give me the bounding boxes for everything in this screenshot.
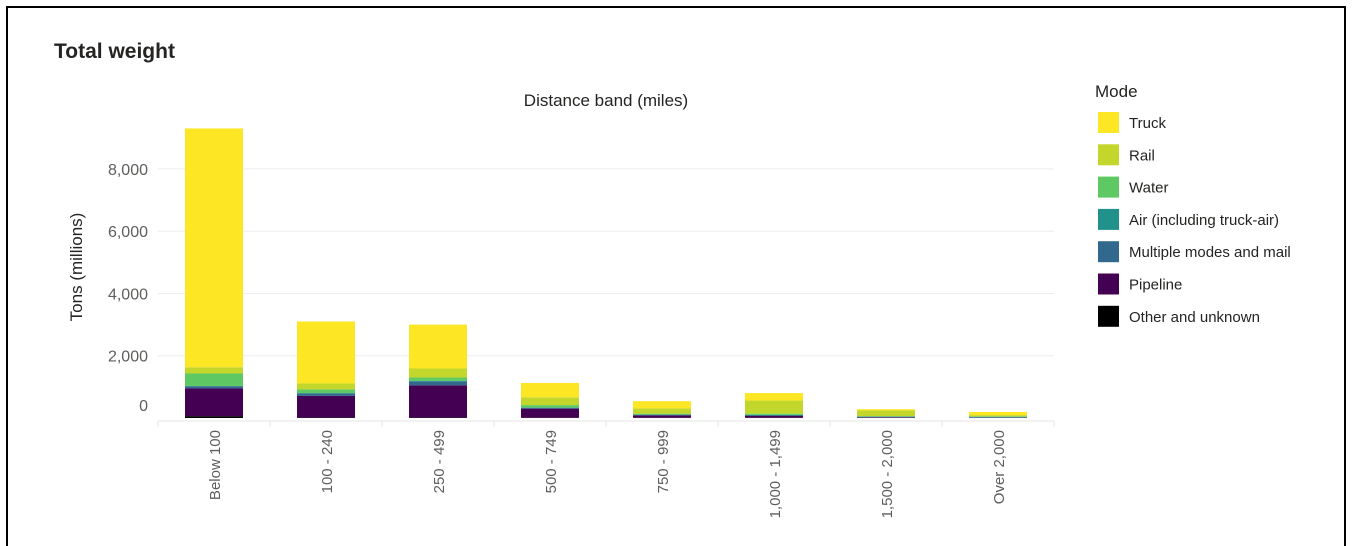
y-tick-label: 4,000 bbox=[108, 286, 148, 303]
bar-segment[interactable] bbox=[633, 415, 691, 417]
legend: Mode Truck Rail Water Air (including truck-… bbox=[1095, 82, 1291, 327]
bar-segment[interactable] bbox=[969, 415, 1027, 416]
bar-segment[interactable] bbox=[633, 415, 691, 416]
legend-swatch[interactable] bbox=[1098, 241, 1119, 262]
bar-segment[interactable] bbox=[745, 415, 803, 416]
bar-segment[interactable] bbox=[185, 416, 243, 418]
legend-title: Mode bbox=[1095, 82, 1138, 101]
bar-segment[interactable] bbox=[297, 417, 355, 418]
legend-label[interactable]: Rail bbox=[1129, 147, 1155, 164]
bar-segment[interactable] bbox=[297, 396, 355, 417]
y-tick-label: 2,000 bbox=[108, 349, 148, 366]
bar-segment[interactable] bbox=[185, 373, 243, 385]
legend-label[interactable]: Pipeline bbox=[1129, 277, 1182, 294]
x-tick-label: 100 - 240 bbox=[319, 430, 336, 493]
legend-swatch[interactable] bbox=[1098, 209, 1119, 230]
bar-segment[interactable] bbox=[857, 416, 915, 417]
legend-label[interactable]: Other and unknown bbox=[1129, 309, 1260, 326]
x-tick-label: Over 2,000 bbox=[991, 430, 1008, 504]
bar-segment[interactable] bbox=[409, 417, 467, 418]
bar-segment[interactable] bbox=[409, 325, 467, 369]
x-tick-label: Below 100 bbox=[207, 430, 224, 500]
legend-swatch[interactable] bbox=[1098, 306, 1119, 327]
bar-segment[interactable] bbox=[297, 321, 355, 383]
bar-segment[interactable] bbox=[857, 409, 915, 410]
legend-label[interactable]: Multiple modes and mail bbox=[1129, 244, 1291, 261]
bar-segment[interactable] bbox=[745, 401, 803, 414]
bar-segment[interactable] bbox=[297, 393, 355, 395]
bar-segment[interactable] bbox=[521, 397, 579, 405]
x-tick-label: 750 - 999 bbox=[655, 430, 672, 493]
x-tick-label: 1,500 - 2,000 bbox=[879, 430, 896, 518]
legend-swatch[interactable] bbox=[1098, 144, 1119, 165]
bar-segment[interactable] bbox=[633, 401, 691, 408]
x-tick-label: 1,000 - 1,499 bbox=[767, 430, 784, 518]
bar-segment[interactable] bbox=[521, 409, 579, 418]
bar-segment[interactable] bbox=[521, 405, 579, 407]
bar-segment[interactable] bbox=[297, 389, 355, 393]
y-tick-label: 8,000 bbox=[108, 162, 148, 179]
bars bbox=[185, 128, 1027, 418]
bar-segment[interactable] bbox=[857, 410, 915, 416]
bar-segment[interactable] bbox=[745, 393, 803, 400]
bar-segment[interactable] bbox=[857, 417, 915, 418]
x-axis-ticks: Below 100 100 - 240 250 - 499 500 - 749 750 … bbox=[207, 430, 1008, 518]
gridlines bbox=[158, 169, 1054, 427]
legend-swatch[interactable] bbox=[1098, 112, 1119, 133]
x-tick-label: 500 - 749 bbox=[543, 430, 560, 493]
bar-segment[interactable] bbox=[185, 367, 243, 373]
y-tick-label: 6,000 bbox=[108, 224, 148, 241]
legend-label[interactable]: Truck bbox=[1129, 115, 1166, 132]
bar-segment[interactable] bbox=[969, 416, 1027, 417]
bar-segment[interactable] bbox=[409, 381, 467, 385]
bar-segment[interactable] bbox=[745, 416, 803, 418]
x-tick-label: 250 - 499 bbox=[431, 430, 448, 493]
bar-segment[interactable] bbox=[185, 388, 243, 416]
legend-label[interactable]: Water bbox=[1129, 180, 1168, 197]
bar-segment[interactable] bbox=[633, 414, 691, 415]
bar-segment[interactable] bbox=[633, 408, 691, 413]
y-axis-title: Tons (millions) bbox=[67, 213, 86, 322]
legend-swatch[interactable] bbox=[1098, 274, 1119, 295]
bar-segment[interactable] bbox=[745, 414, 803, 415]
bar-segment[interactable] bbox=[297, 383, 355, 389]
bar-segment[interactable] bbox=[521, 383, 579, 397]
y-axis-ticks: 0 2,000 4,000 6,000 8,000 bbox=[108, 162, 148, 415]
bar-segment[interactable] bbox=[185, 386, 243, 388]
legend-label[interactable]: Air (including truck-air) bbox=[1129, 212, 1279, 229]
bar-segment[interactable] bbox=[521, 408, 579, 409]
legend-swatch[interactable] bbox=[1098, 177, 1119, 198]
bar-segment[interactable] bbox=[969, 412, 1027, 415]
bar-segment[interactable] bbox=[409, 385, 467, 417]
x-axis-title: Distance band (miles) bbox=[524, 91, 688, 110]
y-tick-label: 0 bbox=[139, 398, 148, 415]
bar-segment[interactable] bbox=[409, 368, 467, 377]
bar-segment[interactable] bbox=[185, 128, 243, 367]
bar-segment[interactable] bbox=[409, 378, 467, 381]
